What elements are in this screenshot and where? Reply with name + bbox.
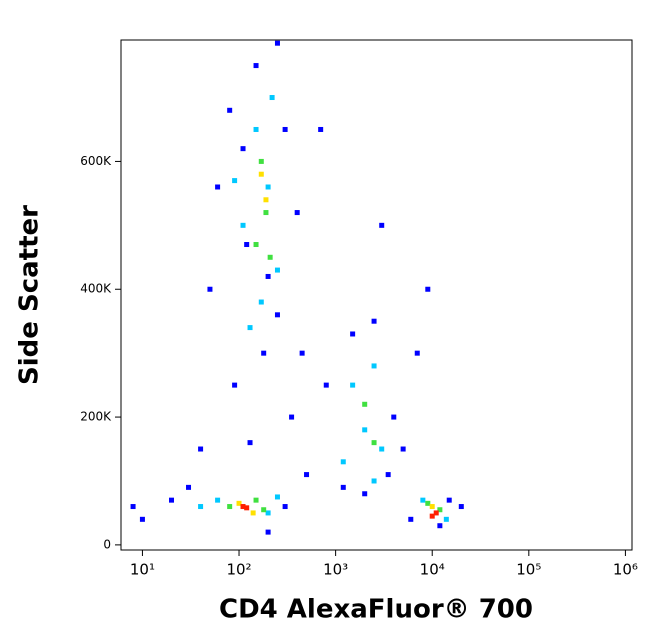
point	[340, 484, 346, 490]
point	[240, 146, 246, 152]
point	[130, 504, 136, 510]
point	[169, 497, 175, 503]
x-axis-title: CD4 AlexaFluor® 700	[219, 595, 533, 625]
point	[289, 414, 295, 420]
point	[371, 318, 377, 324]
point	[340, 459, 346, 465]
y-axis-title: Side Scatter	[15, 205, 45, 385]
point	[274, 494, 280, 500]
point	[318, 126, 324, 132]
point	[429, 513, 435, 519]
point	[258, 158, 264, 164]
point	[437, 523, 443, 529]
point	[263, 210, 269, 216]
x-tick-label: 10⁵	[516, 561, 541, 579]
point	[253, 63, 259, 69]
x-tick-label: 10⁶	[613, 561, 638, 579]
y-tick-label: 600K	[80, 154, 112, 168]
point	[385, 472, 391, 478]
point	[198, 446, 204, 452]
point	[362, 427, 368, 433]
point	[253, 242, 259, 248]
point	[420, 497, 426, 503]
point	[350, 331, 356, 337]
point	[282, 126, 288, 132]
x-tick-label: 10³	[323, 561, 348, 579]
point	[227, 107, 233, 113]
point	[282, 504, 288, 510]
y-tick-label: 0	[103, 537, 111, 551]
point	[408, 516, 414, 522]
point	[299, 350, 305, 356]
point	[236, 500, 242, 506]
point	[391, 414, 397, 420]
point	[250, 510, 256, 516]
point	[247, 440, 253, 446]
point	[437, 507, 443, 513]
point	[362, 401, 368, 407]
point	[247, 325, 253, 331]
point	[429, 504, 435, 510]
point	[269, 95, 275, 101]
point	[371, 363, 377, 369]
point	[323, 382, 329, 388]
point	[425, 500, 431, 506]
point	[446, 497, 452, 503]
point	[304, 472, 310, 478]
point	[400, 446, 406, 452]
point	[425, 286, 431, 292]
point	[371, 440, 377, 446]
y-tick-label: 200K	[80, 410, 112, 424]
point	[362, 491, 368, 497]
point	[433, 510, 439, 516]
point	[258, 299, 264, 305]
point	[371, 478, 377, 484]
point	[379, 446, 385, 452]
point	[265, 510, 271, 516]
x-tick-label: 10²	[226, 561, 251, 579]
x-tick-label: 10¹	[130, 561, 155, 579]
y-tick-label: 400K	[80, 282, 112, 296]
point	[263, 197, 269, 203]
point	[240, 504, 246, 510]
point	[274, 40, 280, 46]
point	[265, 529, 271, 535]
point	[215, 497, 221, 503]
point	[207, 286, 213, 292]
point	[232, 382, 238, 388]
point	[414, 350, 420, 356]
point	[253, 497, 259, 503]
point	[294, 210, 300, 216]
point	[215, 184, 221, 190]
point	[253, 126, 259, 132]
point	[244, 242, 250, 248]
point	[261, 350, 267, 356]
point	[265, 273, 271, 279]
point	[458, 504, 464, 510]
point	[274, 267, 280, 273]
point	[139, 516, 145, 522]
x-tick-label: 10⁴	[420, 561, 445, 579]
point	[261, 507, 267, 513]
point	[232, 178, 238, 184]
point	[265, 184, 271, 190]
point	[186, 484, 192, 490]
point	[267, 254, 273, 260]
point	[350, 382, 356, 388]
point	[379, 222, 385, 228]
point	[274, 312, 280, 318]
point	[258, 171, 264, 177]
point	[244, 505, 250, 511]
point	[443, 516, 449, 522]
point	[227, 504, 233, 510]
point	[240, 222, 246, 228]
point	[198, 504, 204, 510]
plot-frame	[120, 39, 633, 551]
